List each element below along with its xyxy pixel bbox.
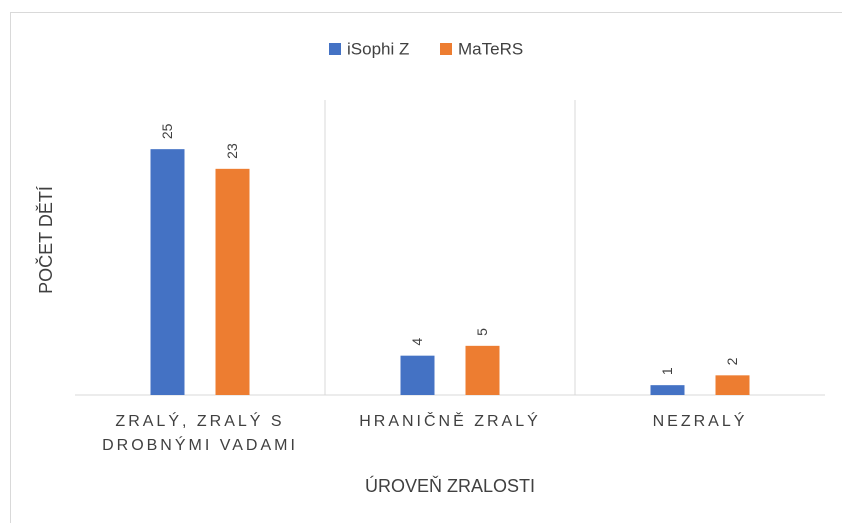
data-label: 25 xyxy=(159,123,175,139)
x-tick-label: ZRALÝ, ZRALÝ S DROBNÝMI VADAMI xyxy=(102,413,298,454)
y-axis-title: POČET DĚTÍ xyxy=(35,186,56,294)
legend-swatch xyxy=(329,43,341,55)
data-label: 1 xyxy=(659,367,675,375)
bar xyxy=(400,355,435,395)
data-label: 23 xyxy=(224,143,240,159)
data-label: 5 xyxy=(474,328,490,336)
bar xyxy=(150,149,185,395)
legend-label: MaTeRS xyxy=(458,39,523,58)
x-axis-title: ÚROVEŇ ZRALOSTI xyxy=(365,475,535,496)
data-label: 4 xyxy=(409,338,425,346)
bar xyxy=(715,375,750,395)
bar xyxy=(650,385,685,395)
chart-border xyxy=(10,12,842,523)
x-tick-label: NEZRALÝ xyxy=(652,413,748,430)
bar xyxy=(215,168,250,395)
x-tick-label: HRANIČNĚ ZRALÝ xyxy=(359,413,541,430)
legend-swatch xyxy=(440,43,452,55)
legend-label: iSophi Z xyxy=(347,39,409,58)
bar xyxy=(465,345,500,395)
data-label: 2 xyxy=(724,357,740,365)
